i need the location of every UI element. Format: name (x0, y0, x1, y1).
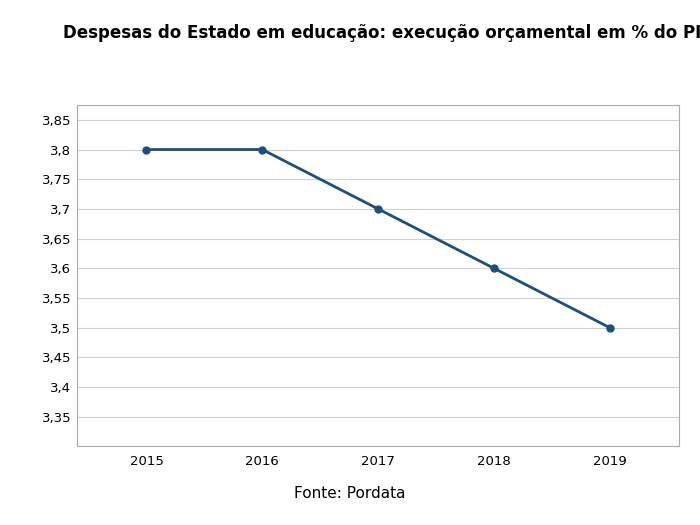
Text: Despesas do Estado em educação: execução orçamental em % do PIB: Despesas do Estado em educação: execução… (63, 24, 700, 41)
Text: Fonte: Pordata: Fonte: Pordata (294, 486, 406, 501)
